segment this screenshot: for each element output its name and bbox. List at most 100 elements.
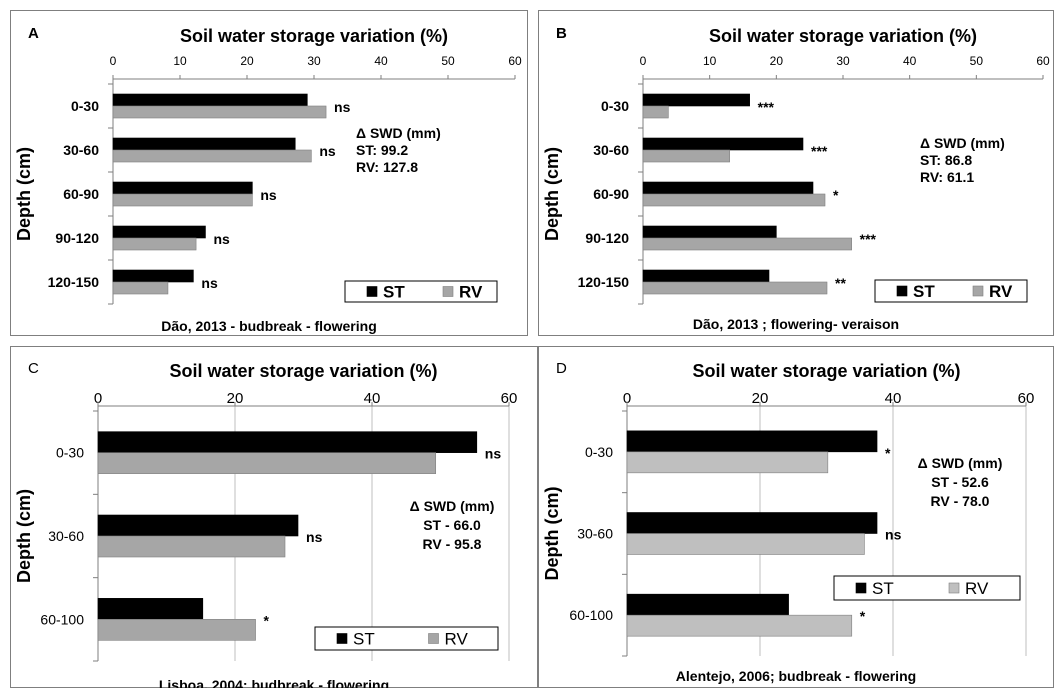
panel-border <box>10 10 528 336</box>
legend-swatch-rv <box>972 285 984 297</box>
panel-letter: A <box>28 25 39 42</box>
significance-label: ns <box>213 231 230 247</box>
bar-rv <box>97 619 256 641</box>
legend-swatch-st <box>855 582 867 594</box>
x-tick-label: 40 <box>374 54 388 68</box>
category-label: 30-60 <box>593 142 629 158</box>
bar-st <box>626 593 789 616</box>
chart-panel-d: D Soil water storage variation (%) 0 20 40 60… <box>538 346 1054 688</box>
x-tick-label: 60 <box>508 54 522 68</box>
legend-label: RV <box>965 579 989 598</box>
bar-st <box>642 225 777 239</box>
significance-label: ns <box>201 275 218 291</box>
bar-rv <box>626 451 829 474</box>
bar-rv <box>112 105 327 119</box>
significance-label: * <box>833 187 839 203</box>
bar-st <box>642 269 770 283</box>
y-axis-label: Depth (cm) <box>14 147 34 241</box>
chart-title: Soil water storage variation (%) <box>692 361 960 381</box>
significance-label: ns <box>334 99 351 115</box>
bar-rv <box>97 452 437 474</box>
bar-rv <box>112 149 312 163</box>
significance-label: * <box>264 612 270 628</box>
category-label: 30-60 <box>577 526 613 542</box>
bar-st <box>112 93 308 107</box>
y-axis-label: Depth (cm) <box>542 486 562 580</box>
x-tick-label: 0 <box>110 54 117 68</box>
bar-st <box>642 137 804 151</box>
category-label: 60-100 <box>40 611 84 627</box>
bar-rv <box>112 193 253 207</box>
legend-swatch-rv <box>948 582 960 594</box>
legend-box <box>833 575 1021 601</box>
bar-rv <box>642 105 669 119</box>
bar-st <box>112 137 296 151</box>
bar-rv <box>626 614 853 637</box>
panel-caption: Dão, 2013 ; flowering- veraison <box>693 316 899 332</box>
swd-annotation: RV - 78.0 <box>931 493 990 509</box>
legend-label: ST <box>383 283 405 302</box>
bar-rv <box>642 193 826 207</box>
x-tick-label: 40 <box>885 390 902 407</box>
category-label: 90-120 <box>585 230 629 246</box>
significance-label: * <box>885 445 891 461</box>
legend-label: RV <box>459 283 483 302</box>
significance-label: ns <box>885 527 902 543</box>
x-tick-label: 40 <box>903 54 917 68</box>
x-tick-label: 50 <box>970 54 984 68</box>
legend-box <box>314 626 499 651</box>
legend-swatch-st <box>896 285 908 297</box>
x-tick-label: 0 <box>623 390 631 407</box>
bar-rv <box>642 149 730 163</box>
category-label: 0-30 <box>585 444 613 460</box>
x-tick-label: 60 <box>1018 390 1035 407</box>
panel-caption: Dão, 2013 - budbreak - flowering <box>161 318 377 334</box>
legend-swatch-st <box>366 286 378 297</box>
legend-swatch-rv <box>428 633 439 644</box>
category-label: 60-90 <box>63 186 99 202</box>
swd-annotation: ST - 52.6 <box>931 474 989 490</box>
bar-st <box>112 225 206 239</box>
chart-title: Soil water storage variation (%) <box>180 26 448 46</box>
legend-label: ST <box>872 579 894 598</box>
chart-panel-c: C Soil water storage variation (%) 0 20 40 60… <box>10 346 538 688</box>
y-axis-label: Depth (cm) <box>14 489 34 583</box>
panel-caption: Lisboa, 2004; budbreak - flowering <box>159 677 389 688</box>
x-tick-label: 30 <box>836 54 850 68</box>
x-tick-label: 20 <box>227 390 244 407</box>
bar-st <box>97 598 204 620</box>
y-axis-label: Depth (cm) <box>542 147 562 241</box>
x-tick-label: 40 <box>364 390 381 407</box>
bar-st <box>112 269 194 283</box>
swd-annotation: Δ SWD (mm) <box>410 498 495 514</box>
legend-box <box>874 279 1028 303</box>
x-tick-label: 30 <box>307 54 321 68</box>
chart-panel-a: A Soil water storage variation (%) 0 10 20 30… <box>10 10 528 336</box>
category-label: 60-100 <box>569 607 613 623</box>
bar-st <box>642 181 814 195</box>
significance-label: *** <box>860 231 877 247</box>
legend-label: ST <box>913 282 935 301</box>
x-tick-label: 10 <box>703 54 717 68</box>
category-label: 120-150 <box>48 274 100 290</box>
bar-st <box>97 431 478 453</box>
significance-label: * <box>860 608 866 624</box>
bar-rv <box>112 281 169 295</box>
category-label: 90-120 <box>55 230 99 246</box>
bar-rv <box>97 535 286 558</box>
category-label: 30-60 <box>63 142 99 158</box>
swd-annotation: Δ SWD (mm) <box>920 135 1005 151</box>
legend-label: RV <box>989 282 1013 301</box>
bar-rv <box>626 533 865 555</box>
swd-annotation: RV: 127.8 <box>356 159 418 175</box>
bar-rv <box>112 237 197 251</box>
legend: ST RV <box>833 575 1021 601</box>
swd-annotation: RV: 61.1 <box>920 169 974 185</box>
bar-st <box>626 430 878 453</box>
legend: ST RV <box>874 279 1028 303</box>
bar-st <box>626 512 878 534</box>
x-tick-label: 60 <box>1036 54 1050 68</box>
category-label: 120-150 <box>578 274 630 290</box>
x-tick-label: 50 <box>441 54 455 68</box>
